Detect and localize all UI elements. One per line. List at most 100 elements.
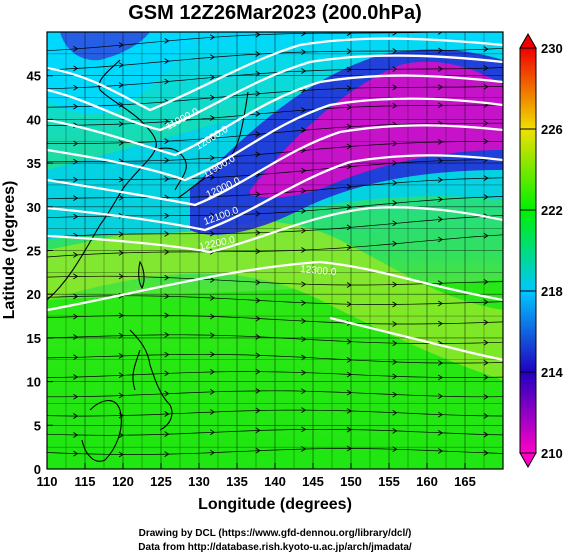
contour-line bbox=[47, 97, 503, 182]
streamline-arrow bbox=[483, 83, 489, 90]
streamline-arrow bbox=[483, 359, 489, 366]
streamline-arrow bbox=[164, 118, 170, 125]
streamline-arrow bbox=[346, 426, 352, 433]
streamline-arrow bbox=[255, 368, 261, 375]
x-tick-label: 160 bbox=[416, 474, 438, 489]
streamline-arrow bbox=[437, 300, 444, 307]
streamline-arrow bbox=[437, 320, 444, 327]
streamline-arrow bbox=[73, 293, 79, 300]
streamline-arrow bbox=[346, 32, 352, 36]
streamline-arrow bbox=[73, 313, 79, 320]
streamline-arrow bbox=[437, 47, 444, 54]
streamline-arrow bbox=[392, 200, 398, 206]
colorbar-ticks: 210 214 218 222 226 230 bbox=[520, 41, 563, 461]
streamline-arrow bbox=[437, 32, 443, 35]
streamline-arrow bbox=[209, 74, 216, 81]
streamline-arrow bbox=[437, 448, 444, 454]
streamline-arrow bbox=[73, 213, 79, 220]
y-axis: 0 5 10 15 20 25 30 35 40 45 bbox=[27, 69, 53, 477]
streamline-arrow bbox=[73, 103, 79, 110]
streamline-arrow bbox=[301, 281, 307, 288]
x-tick-label: 125 bbox=[150, 474, 172, 489]
streamline-arrow bbox=[118, 432, 124, 439]
streamline-arrow bbox=[118, 372, 124, 379]
credit-data: Data from http://database.rish.kyoto-u.a… bbox=[138, 542, 412, 553]
y-tick-label: 20 bbox=[27, 287, 41, 302]
streamline-arrow bbox=[346, 224, 352, 231]
streamline-arrow bbox=[164, 293, 170, 300]
streamline-arrow bbox=[118, 121, 124, 127]
streamline-arrow bbox=[301, 247, 307, 253]
streamline-arrow bbox=[346, 301, 352, 308]
streamline-arrow bbox=[255, 210, 261, 217]
streamline-arrow bbox=[255, 191, 261, 198]
streamline-arrow bbox=[118, 82, 124, 89]
streamline-arrow bbox=[255, 151, 261, 158]
streamline-arrow bbox=[346, 244, 352, 251]
streamline-arrow bbox=[73, 393, 79, 400]
streamline-arrow bbox=[301, 318, 307, 325]
streamline-arrow bbox=[301, 388, 307, 395]
streamline-arrow bbox=[346, 123, 352, 130]
streamline-arrow bbox=[437, 157, 444, 164]
streamline-arrow bbox=[209, 429, 216, 436]
y-tick-label: 5 bbox=[34, 418, 41, 433]
colorbar-scale bbox=[519, 47, 537, 454]
y-tick-label: 45 bbox=[27, 69, 41, 84]
streamline-arrow bbox=[437, 374, 444, 381]
streamline-arrow bbox=[73, 158, 79, 165]
streamline-arrow bbox=[346, 445, 352, 452]
streamline-arrow bbox=[346, 85, 352, 92]
streamline-arrow bbox=[209, 449, 216, 456]
streamline-arrow bbox=[301, 32, 307, 37]
streamline-arrow bbox=[255, 70, 261, 77]
streamline-arrow bbox=[118, 249, 124, 256]
contour-label: 12300.0 bbox=[300, 264, 337, 278]
streamline-arrow bbox=[437, 280, 444, 287]
streamline-arrow bbox=[164, 58, 170, 65]
streamline-arrow bbox=[164, 370, 170, 377]
streamline-arrow bbox=[118, 273, 124, 280]
y-tick-label: 15 bbox=[27, 331, 41, 346]
streamline-arrow bbox=[392, 359, 398, 365]
streamline-arrow bbox=[209, 313, 216, 320]
streamline-arrow bbox=[255, 131, 261, 138]
streamline-arrow bbox=[118, 312, 124, 319]
streamline-arrow bbox=[255, 297, 261, 304]
y-tick-label: 40 bbox=[27, 112, 41, 127]
x-tick-label: 135 bbox=[226, 474, 248, 489]
streamline-arrow bbox=[346, 183, 352, 190]
streamline-arrow bbox=[301, 107, 307, 113]
y-tick-label: 35 bbox=[27, 156, 41, 171]
streamline-arrow bbox=[73, 195, 79, 201]
colorbar-tick-label: 230 bbox=[541, 41, 563, 56]
streamline-arrow bbox=[164, 212, 170, 219]
x-tick-label: 155 bbox=[378, 474, 400, 489]
streamline-arrow bbox=[437, 411, 444, 418]
colorbar-tick-label: 214 bbox=[541, 365, 563, 380]
streamline-arrow bbox=[392, 340, 398, 347]
credit-drawing: Drawing by DCL (https://www.gfd-dennou.o… bbox=[139, 528, 412, 539]
streamline-arrow bbox=[346, 143, 352, 150]
y-tick-label: 25 bbox=[27, 244, 41, 259]
y-axis-label: Latitude (degrees) bbox=[1, 181, 18, 320]
figure-title: GSM 12Z26Mar2023 (200.0hPa) bbox=[128, 2, 422, 24]
x-tick-label: 115 bbox=[75, 474, 96, 489]
streamline-arrow bbox=[392, 220, 398, 227]
streamline-arrow bbox=[209, 388, 216, 395]
streamline-arrow bbox=[164, 249, 170, 255]
streamline-arrow bbox=[301, 407, 307, 413]
streamline-arrow bbox=[255, 229, 261, 236]
streamline-arrow bbox=[437, 196, 444, 203]
streamline-arrow bbox=[209, 332, 216, 339]
streamline-arrow bbox=[209, 34, 216, 41]
streamline-arrow bbox=[437, 393, 444, 400]
philippines-coastline bbox=[129, 329, 173, 431]
streamline-arrow bbox=[483, 339, 489, 346]
streamline-arrow bbox=[164, 390, 170, 397]
streamline-arrow bbox=[437, 84, 444, 91]
borneo-coastline bbox=[81, 400, 122, 462]
streamline-arrow bbox=[483, 138, 489, 145]
streamline-arrow bbox=[346, 66, 352, 73]
colorbar-tick-label: 226 bbox=[541, 122, 563, 137]
